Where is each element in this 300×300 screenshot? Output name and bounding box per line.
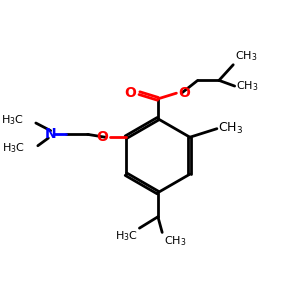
Text: CH$_3$: CH$_3$	[218, 121, 243, 136]
Text: CH$_3$: CH$_3$	[235, 50, 257, 63]
Text: O: O	[96, 130, 108, 144]
Text: H$_3$C: H$_3$C	[1, 113, 24, 127]
Text: O: O	[125, 86, 136, 100]
Text: H$_3$C: H$_3$C	[115, 230, 138, 243]
Text: CH$_3$: CH$_3$	[236, 79, 259, 93]
Text: N: N	[45, 128, 56, 141]
Text: O: O	[178, 86, 190, 100]
Text: CH$_3$: CH$_3$	[164, 234, 186, 248]
Text: H$_3$C: H$_3$C	[2, 142, 25, 155]
